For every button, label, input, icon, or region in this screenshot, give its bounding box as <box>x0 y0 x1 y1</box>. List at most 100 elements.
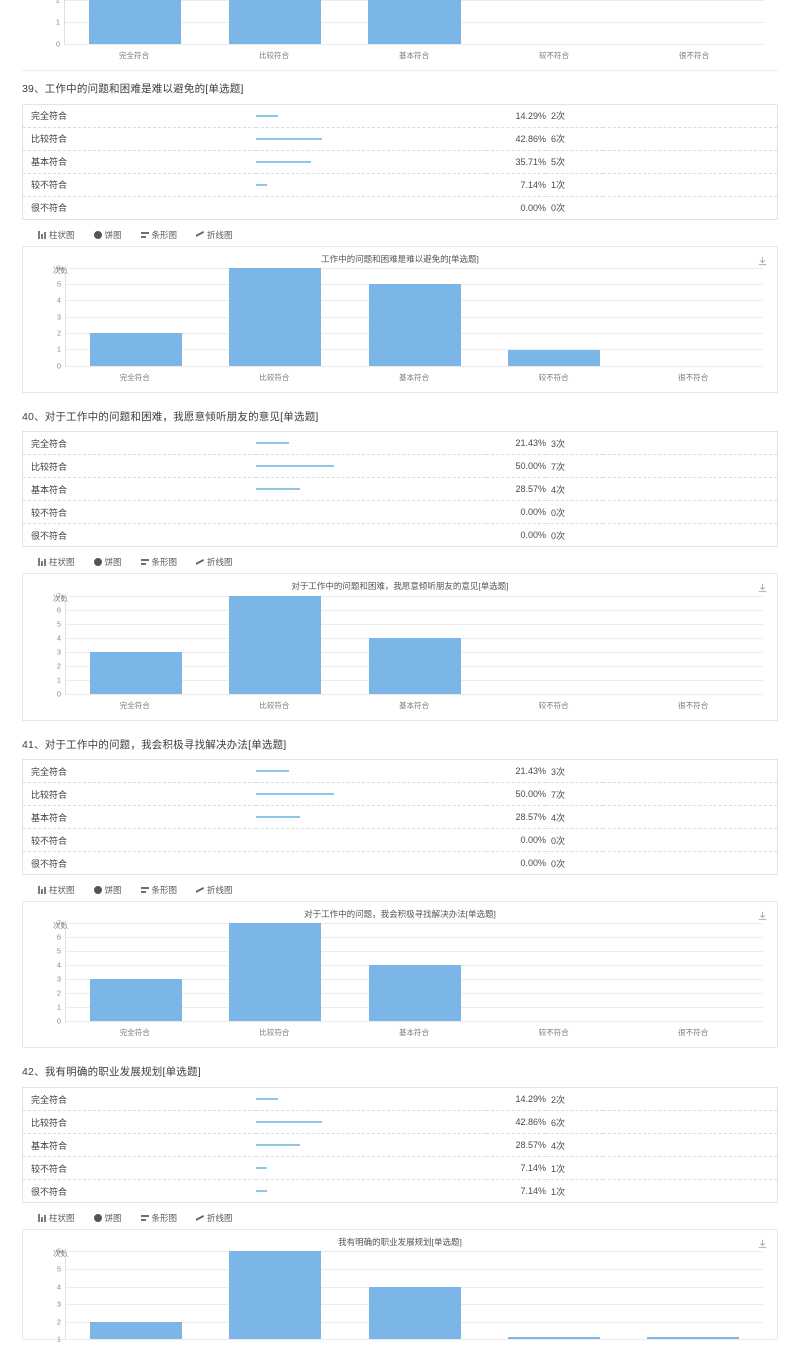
chart-type-line-chart[interactable]: 折线图 <box>196 1212 233 1224</box>
x-axis-tick: 比较符合 <box>259 51 289 60</box>
table-row: 比较符合 42.86% 6次 <box>22 1111 778 1134</box>
bar-cell <box>66 268 205 366</box>
option-mini-bar-cell <box>256 501 486 524</box>
table-row: 较不符合 0.00% 0次 <box>22 829 778 852</box>
download-icon[interactable] <box>757 1237 768 1249</box>
chart-type-bar-chart[interactable]: 柱状图 <box>38 229 75 241</box>
bar-cell <box>66 1251 205 1340</box>
bar[interactable] <box>89 1321 182 1340</box>
option-label: 基本符合 <box>31 1140 68 1151</box>
gridline <box>66 1021 763 1023</box>
chart-type-line-chart[interactable]: 折线图 <box>196 229 233 241</box>
line-chart-icon <box>196 1214 204 1222</box>
bar[interactable] <box>89 979 182 1022</box>
bar[interactable] <box>88 0 182 44</box>
chart-type-bar-chart[interactable]: 柱状图 <box>38 884 75 896</box>
x-axis-tick: 基本符合 <box>398 1028 429 1038</box>
x-axis-tick: 基本符合 <box>398 700 429 710</box>
option-percent: 50.00% <box>515 461 546 472</box>
chart-type-pie-chart[interactable]: 饼图 <box>93 229 122 241</box>
y-axis-tick: 6 <box>56 932 61 942</box>
chart-type-pie-chart[interactable]: 饼图 <box>93 884 122 896</box>
option-mini-bar-cell <box>256 432 486 455</box>
row-spacer <box>603 432 778 455</box>
bar-cell <box>484 1251 623 1340</box>
chart-type-bar-chart[interactable]: 柱状图 <box>38 1212 75 1224</box>
option-count: 2次 <box>551 111 566 122</box>
option-mini-bar-cell <box>256 1134 486 1157</box>
option-label: 基本符合 <box>31 812 68 823</box>
option-count: 0次 <box>551 203 566 214</box>
bar[interactable] <box>507 349 600 366</box>
option-mini-bar <box>256 770 290 773</box>
chart-type-bar-chart[interactable]: 柱状图 <box>38 556 75 568</box>
bar[interactable] <box>229 923 322 1022</box>
chart-type-label: 条形图 <box>151 1213 178 1224</box>
y-axis-tick: 2 <box>56 988 61 998</box>
bar[interactable] <box>229 1251 322 1340</box>
option-label: 较不符合 <box>31 507 68 518</box>
option-label: 比较符合 <box>31 461 68 472</box>
bar[interactable] <box>228 0 321 44</box>
row-spacer <box>603 852 778 875</box>
table-row: 基本符合 35.71% 5次 <box>22 150 778 174</box>
chart-type-pie-chart[interactable]: 饼图 <box>93 556 122 568</box>
option-mini-bar <box>256 816 301 819</box>
bar-cell <box>205 267 344 366</box>
option-label: 较不符合 <box>31 180 68 191</box>
chart-type-horizontal-bar-chart[interactable]: 条形图 <box>140 229 177 241</box>
chart-title: 工作中的问题和困难是难以避免的[单选题] <box>321 253 479 264</box>
option-count: 0次 <box>551 530 566 541</box>
download-icon[interactable] <box>757 581 768 593</box>
bar[interactable] <box>89 651 182 694</box>
gridline <box>66 267 763 269</box>
option-percent: 35.71% <box>515 156 546 167</box>
y-axis-tick: 2 <box>56 661 61 671</box>
chart-panel: 对于工作中的问题和困难，我愿意倾听朋友的意见[单选题] 次数 0 1 2 3 4 5 6 7 完全符… <box>22 573 778 721</box>
bar-cell <box>345 1251 484 1340</box>
horizontal-bar-chart-icon <box>140 1214 149 1222</box>
row-spacer <box>603 1180 778 1203</box>
bar[interactable] <box>229 595 322 694</box>
y-axis-tick: 1 <box>56 675 61 685</box>
chart-type-line-chart[interactable]: 折线图 <box>196 556 233 568</box>
y-axis-label: 次数 <box>53 593 68 603</box>
x-axis-tick: 很不符合 <box>678 700 709 710</box>
results-table: 完全符合 21.43% 3次 比较符合 50.00% 7次 基本符合 28.57% 4次 较不符合… <box>22 759 778 876</box>
gridline <box>66 609 763 611</box>
option-percent: 0.00% <box>520 858 546 869</box>
bar[interactable] <box>507 1337 600 1340</box>
y-axis-tick: 3 <box>56 312 61 322</box>
plot-area: 0 1 2 3 4 5 6 7 <box>57 591 763 698</box>
bar[interactable] <box>368 0 461 44</box>
bar-cell <box>484 596 623 694</box>
download-icon[interactable] <box>757 254 768 265</box>
option-mini-bar-cell <box>256 104 486 127</box>
bar-series <box>66 923 763 1022</box>
chart-type-horizontal-bar-chart[interactable]: 条形图 <box>140 884 177 896</box>
chart-type-horizontal-bar-chart[interactable]: 条形图 <box>140 556 177 568</box>
bar[interactable] <box>368 965 461 1022</box>
x-axis: 完全符合 比较符合 基本符合 较不符合 很不符合 <box>65 365 763 383</box>
chart-type-pie-chart[interactable]: 饼图 <box>93 1212 122 1224</box>
row-spacer <box>603 1088 778 1111</box>
bar[interactable] <box>229 267 322 366</box>
option-count: 2次 <box>551 1094 566 1105</box>
x-axis-tick: 很不符合 <box>678 1028 709 1038</box>
x-axis-tick: 很不符合 <box>678 372 709 382</box>
bar[interactable] <box>89 333 182 366</box>
download-icon[interactable] <box>757 909 768 921</box>
option-label: 完全符合 <box>31 111 68 122</box>
bar[interactable] <box>647 1337 740 1340</box>
x-axis-tick: 比较符合 <box>259 700 290 710</box>
bar[interactable] <box>368 1286 461 1340</box>
x-axis-tick: 基本符合 <box>398 372 429 382</box>
bar[interactable] <box>368 284 461 366</box>
x-axis-tick: 很不符合 <box>679 51 709 60</box>
chart-type-label: 柱状图 <box>49 229 75 240</box>
option-mini-bar-cell <box>256 150 486 173</box>
chart-type-horizontal-bar-chart[interactable]: 条形图 <box>140 1212 178 1224</box>
row-spacer <box>603 1111 778 1134</box>
bar[interactable] <box>368 637 461 694</box>
chart-type-line-chart[interactable]: 折线图 <box>196 884 233 896</box>
